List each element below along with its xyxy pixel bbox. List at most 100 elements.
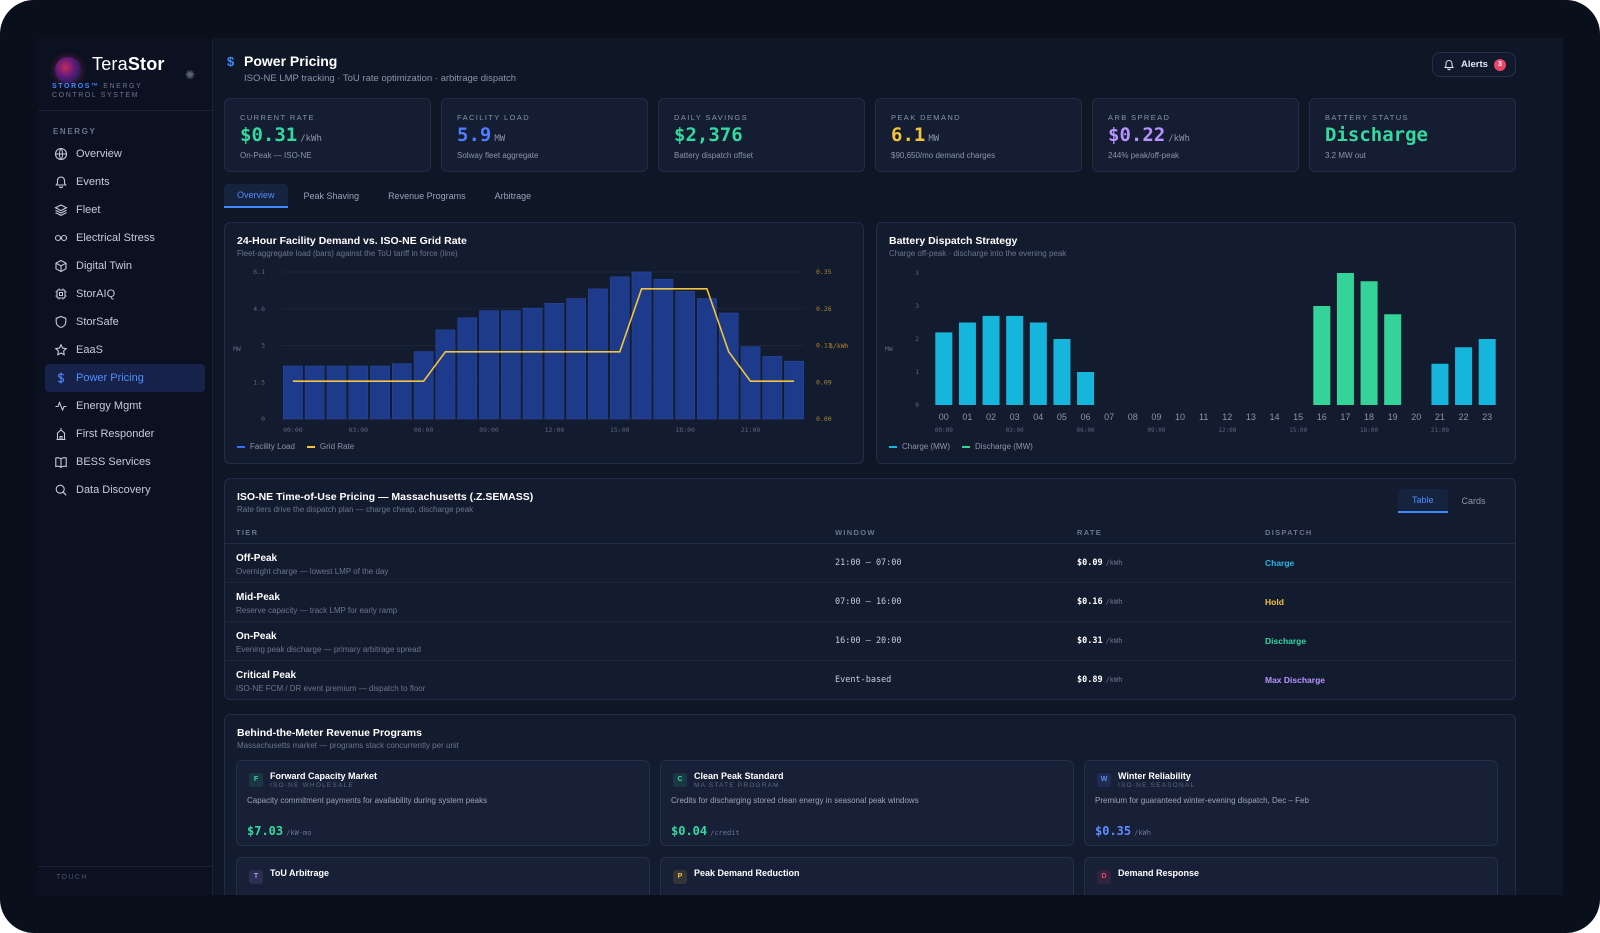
table-row[interactable]: Critical Peak ISO-NE FCM / DR event premi…	[225, 661, 1515, 700]
alerts-button[interactable]: Alerts 3	[1432, 52, 1516, 77]
bar-charge[interactable]	[1431, 363, 1449, 405]
y-tick-label: 4.6	[253, 305, 265, 313]
column-header-rate[interactable]: RATE	[1077, 528, 1103, 537]
program-card-peak-demand-reduction[interactable]: P Peak Demand Reduction	[660, 857, 1074, 895]
bar-facility-load[interactable]	[435, 329, 456, 420]
sidebar-item-data-discovery[interactable]: Data Discovery	[45, 476, 205, 504]
legend-item-facility-load[interactable]: Facility Load	[237, 442, 295, 451]
sidebar-item-storaiq[interactable]: StorAIQ	[45, 280, 205, 308]
table-row[interactable]: Off-Peak Overnight charge — lowest LMP of…	[225, 544, 1515, 583]
kpi-card-current-rate[interactable]: CURRENT RATE $0.31/kWh On-Peak — ISO-NE	[224, 98, 431, 172]
bar-charge[interactable]	[1053, 339, 1071, 405]
tab-peak-shaving[interactable]: Peak Shaving	[303, 191, 360, 201]
program-card-winter-reliability[interactable]: W Winter Reliability ISO-NE SEASONAL Premiu…	[1084, 760, 1498, 846]
bar-facility-load[interactable]	[762, 356, 783, 420]
bar-discharge[interactable]	[1360, 281, 1378, 405]
bar-facility-load[interactable]	[479, 310, 499, 420]
sidebar-item-label: StorAIQ	[76, 288, 116, 300]
bar-facility-load[interactable]	[740, 346, 761, 420]
bar-discharge[interactable]	[1313, 306, 1331, 405]
y-tick-label: 3	[915, 302, 919, 310]
bar-facility-load[interactable]	[413, 351, 434, 420]
bar-charge[interactable]	[1455, 347, 1473, 405]
kpi-value: $0.22/kWh	[1108, 124, 1190, 146]
kpi-card-facility-load[interactable]: FACILITY LOAD 5.9 MW Solway fleet aggregate	[441, 98, 648, 172]
toggle-table[interactable]: Table	[1398, 489, 1448, 513]
sidebar-item-fleet[interactable]: Fleet	[45, 196, 205, 224]
bar-facility-load[interactable]	[718, 312, 739, 420]
legend-item-charge[interactable]: Charge (MW)	[889, 442, 950, 451]
table-row[interactable]: Mid-Peak Reserve capacity — track LMP for…	[225, 583, 1515, 622]
bar-facility-load[interactable]	[348, 365, 369, 420]
tier-description: Overnight charge — lowest LMP of the day	[236, 567, 389, 576]
kpi-card-arb-spread[interactable]: ARB SPREAD $0.22/kWh 244% peak/off-peak	[1092, 98, 1299, 172]
bar-charge[interactable]	[958, 322, 976, 406]
tab-overview[interactable]: Overview	[224, 184, 288, 208]
kpi-card-peak-demand[interactable]: PEAK DEMAND 6.1 MW $90,650/mo demand charge…	[875, 98, 1082, 172]
kpi-unit: /kWh	[1168, 134, 1190, 144]
column-header-window[interactable]: WINDOW	[835, 528, 876, 537]
bar-facility-load[interactable]	[544, 303, 565, 420]
legend-item-discharge[interactable]: Discharge (MW)	[962, 442, 1033, 451]
program-letter-icon: P	[673, 870, 687, 884]
bar-facility-load[interactable]	[522, 307, 543, 420]
bar-charge[interactable]	[1478, 339, 1496, 405]
settings-gear-icon[interactable]: ✺	[184, 68, 196, 82]
bar-facility-load[interactable]	[304, 365, 325, 420]
bar-facility-load[interactable]	[697, 298, 717, 420]
tab-revenue-programs[interactable]: Revenue Programs	[388, 191, 466, 201]
bar-facility-load[interactable]	[392, 363, 412, 420]
x-category-label: 06	[1081, 412, 1091, 422]
bar-facility-load[interactable]	[457, 317, 478, 420]
bar-facility-load[interactable]	[784, 360, 804, 420]
x-category-label: 13	[1246, 412, 1256, 422]
bar-facility-load[interactable]	[500, 310, 521, 420]
sidebar-item-bess-services[interactable]: BESS Services	[45, 448, 205, 476]
bar-charge[interactable]	[1006, 315, 1024, 405]
table-row[interactable]: On-Peak Evening peak discharge — primary …	[225, 622, 1515, 661]
sidebar-item-first-responder[interactable]: First Responder	[45, 420, 205, 448]
column-header-tier[interactable]: TIER	[236, 528, 259, 537]
bar-facility-load[interactable]	[609, 276, 630, 420]
bar-facility-load[interactable]	[653, 278, 674, 420]
brand[interactable]: TeraStor ✺ STOROS™ ENERGY CONTROL SYSTEM	[52, 52, 202, 108]
bar-facility-load[interactable]	[326, 365, 347, 420]
program-name: Peak Demand Reduction	[694, 868, 800, 878]
x-tick-label: 06:00	[1077, 427, 1095, 434]
bar-facility-load[interactable]	[370, 365, 390, 420]
sidebar-item-events[interactable]: Events	[45, 168, 205, 196]
sidebar-item-storsafe[interactable]: StorSafe	[45, 308, 205, 336]
program-card-demand-response[interactable]: D Demand Response	[1084, 857, 1498, 895]
program-card-clean-peak-standard[interactable]: C Clean Peak Standard MA STATE PROGRAM Cred…	[660, 760, 1074, 846]
legend-item-grid-rate[interactable]: Grid Rate	[306, 442, 354, 451]
bar-charge[interactable]	[1077, 372, 1095, 405]
sidebar-item-overview[interactable]: Overview	[45, 140, 205, 168]
column-header-dispatch[interactable]: DISPATCH	[1265, 528, 1313, 537]
bar-facility-load[interactable]	[588, 288, 608, 420]
bar-facility-load[interactable]	[675, 291, 695, 420]
bar-discharge[interactable]	[1336, 273, 1354, 405]
line-grid-rate[interactable]	[292, 288, 795, 382]
kpi-value: 5.9 MW	[457, 124, 506, 146]
bar-charge[interactable]	[1029, 322, 1047, 406]
bar-discharge[interactable]	[1384, 314, 1402, 405]
bar-charge[interactable]	[982, 315, 1000, 405]
bar-facility-load[interactable]	[566, 298, 587, 420]
bar-facility-load[interactable]	[631, 271, 652, 420]
sidebar-item-digital-twin[interactable]: Digital Twin	[45, 252, 205, 280]
sidebar-item-power-pricing[interactable]: Power Pricing	[45, 364, 205, 392]
tab-arbitrage[interactable]: Arbitrage	[494, 191, 532, 201]
kpi-card-daily-savings[interactable]: DAILY SAVINGS $2,376 Battery dispatch offs…	[658, 98, 865, 172]
toggle-cards[interactable]: Cards	[1461, 496, 1486, 506]
program-card-forward-capacity-market[interactable]: F Forward Capacity Market ISO-NE WHOLESALE…	[236, 760, 650, 846]
program-card-tou-arbitrage[interactable]: T ToU Arbitrage	[236, 857, 650, 895]
pulse-icon	[55, 400, 67, 412]
y2-axis-label: $/kWh	[829, 342, 849, 350]
chart-subtitle: Fleet-aggregate load (bars) against the …	[237, 249, 458, 258]
sidebar-item-electrical-stress[interactable]: Electrical Stress	[45, 224, 205, 252]
bar-charge[interactable]	[935, 332, 953, 405]
bar-facility-load[interactable]	[283, 365, 303, 420]
sidebar-item-energy-mgmt[interactable]: Energy Mgmt	[45, 392, 205, 420]
kpi-card-battery-status[interactable]: BATTERY STATUS Discharge 3.2 MW out	[1309, 98, 1516, 172]
sidebar-item-eaas[interactable]: EaaS	[45, 336, 205, 364]
